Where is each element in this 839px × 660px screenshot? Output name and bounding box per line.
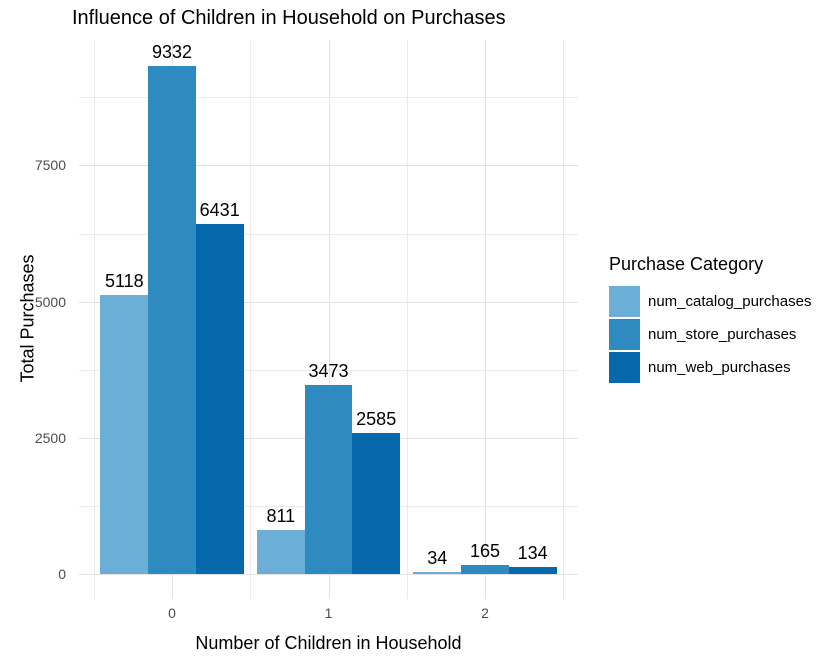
bar-num_store_purchases-children-2 <box>461 565 509 574</box>
legend-item-label: num_catalog_purchases <box>648 293 812 310</box>
y-tick-label-2500: 2500 <box>34 429 66 446</box>
bar-num_web_purchases-children-2 <box>508 566 557 574</box>
bar-value-label: 134 <box>517 542 548 563</box>
x-gridline-major-1 <box>328 40 330 599</box>
y-tick-label-0: 0 <box>58 566 66 582</box>
x-gridline-minor <box>250 40 252 599</box>
plot-title: Influence of Children in Household on Pu… <box>72 7 506 29</box>
bar-num_store_purchases-children-1 <box>304 384 353 574</box>
x-gridline-minor <box>406 40 408 599</box>
bar-value-label: 34 <box>427 548 448 569</box>
bar-value-label: 2585 <box>356 409 397 430</box>
legend-item-num_web_purchases: num_web_purchases <box>609 352 811 383</box>
bar-value-label: 9332 <box>151 41 193 62</box>
bar-num_web_purchases-children-0 <box>195 223 244 574</box>
x-tick-label-1: 1 <box>324 605 333 621</box>
bar-num_catalog_purchases-children-1 <box>256 529 305 574</box>
x-tick-label-2: 2 <box>481 605 489 621</box>
bar-num_catalog_purchases-children-0 <box>100 295 149 574</box>
legend-key-swatch <box>609 286 640 317</box>
legend-item-label: num_web_purchases <box>648 359 791 376</box>
x-gridline-major-2 <box>485 40 486 599</box>
bar-num_catalog_purchases-children-2 <box>413 572 462 574</box>
x-gridline-minor <box>563 40 565 599</box>
bar-value-label: 811 <box>266 505 296 526</box>
bar-num_store_purchases-children-0 <box>148 65 196 574</box>
y-tick-label-5000: 5000 <box>34 293 66 310</box>
y-tick-label-7500: 7500 <box>34 157 66 174</box>
bar-value-label: 5118 <box>104 271 144 292</box>
legend-title: Purchase Category <box>609 254 764 274</box>
bar-num_web_purchases-children-1 <box>352 433 401 574</box>
legend-item-num_catalog_purchases: num_catalog_purchases <box>609 286 811 317</box>
y-axis-title: Total Purchases <box>17 254 38 383</box>
legend-key-swatch <box>609 352 640 383</box>
bar-value-label: 6431 <box>199 199 240 220</box>
bar-value-label: 3473 <box>308 360 349 381</box>
bar-value-label: 165 <box>469 541 501 561</box>
legend-item-label: num_store_purchases <box>648 326 797 343</box>
legend-items: num_catalog_purchases num_store_purchases… <box>609 286 811 383</box>
x-tick-label-0: 0 <box>168 605 176 621</box>
x-axis-title: Number of Children in Household <box>195 633 462 653</box>
legend-item-num_store_purchases: num_store_purchases <box>609 319 811 350</box>
legend-key-swatch <box>609 319 640 350</box>
x-gridline-minor <box>93 40 95 599</box>
legend: Purchase Category num_catalog_purchases n… <box>609 254 811 385</box>
